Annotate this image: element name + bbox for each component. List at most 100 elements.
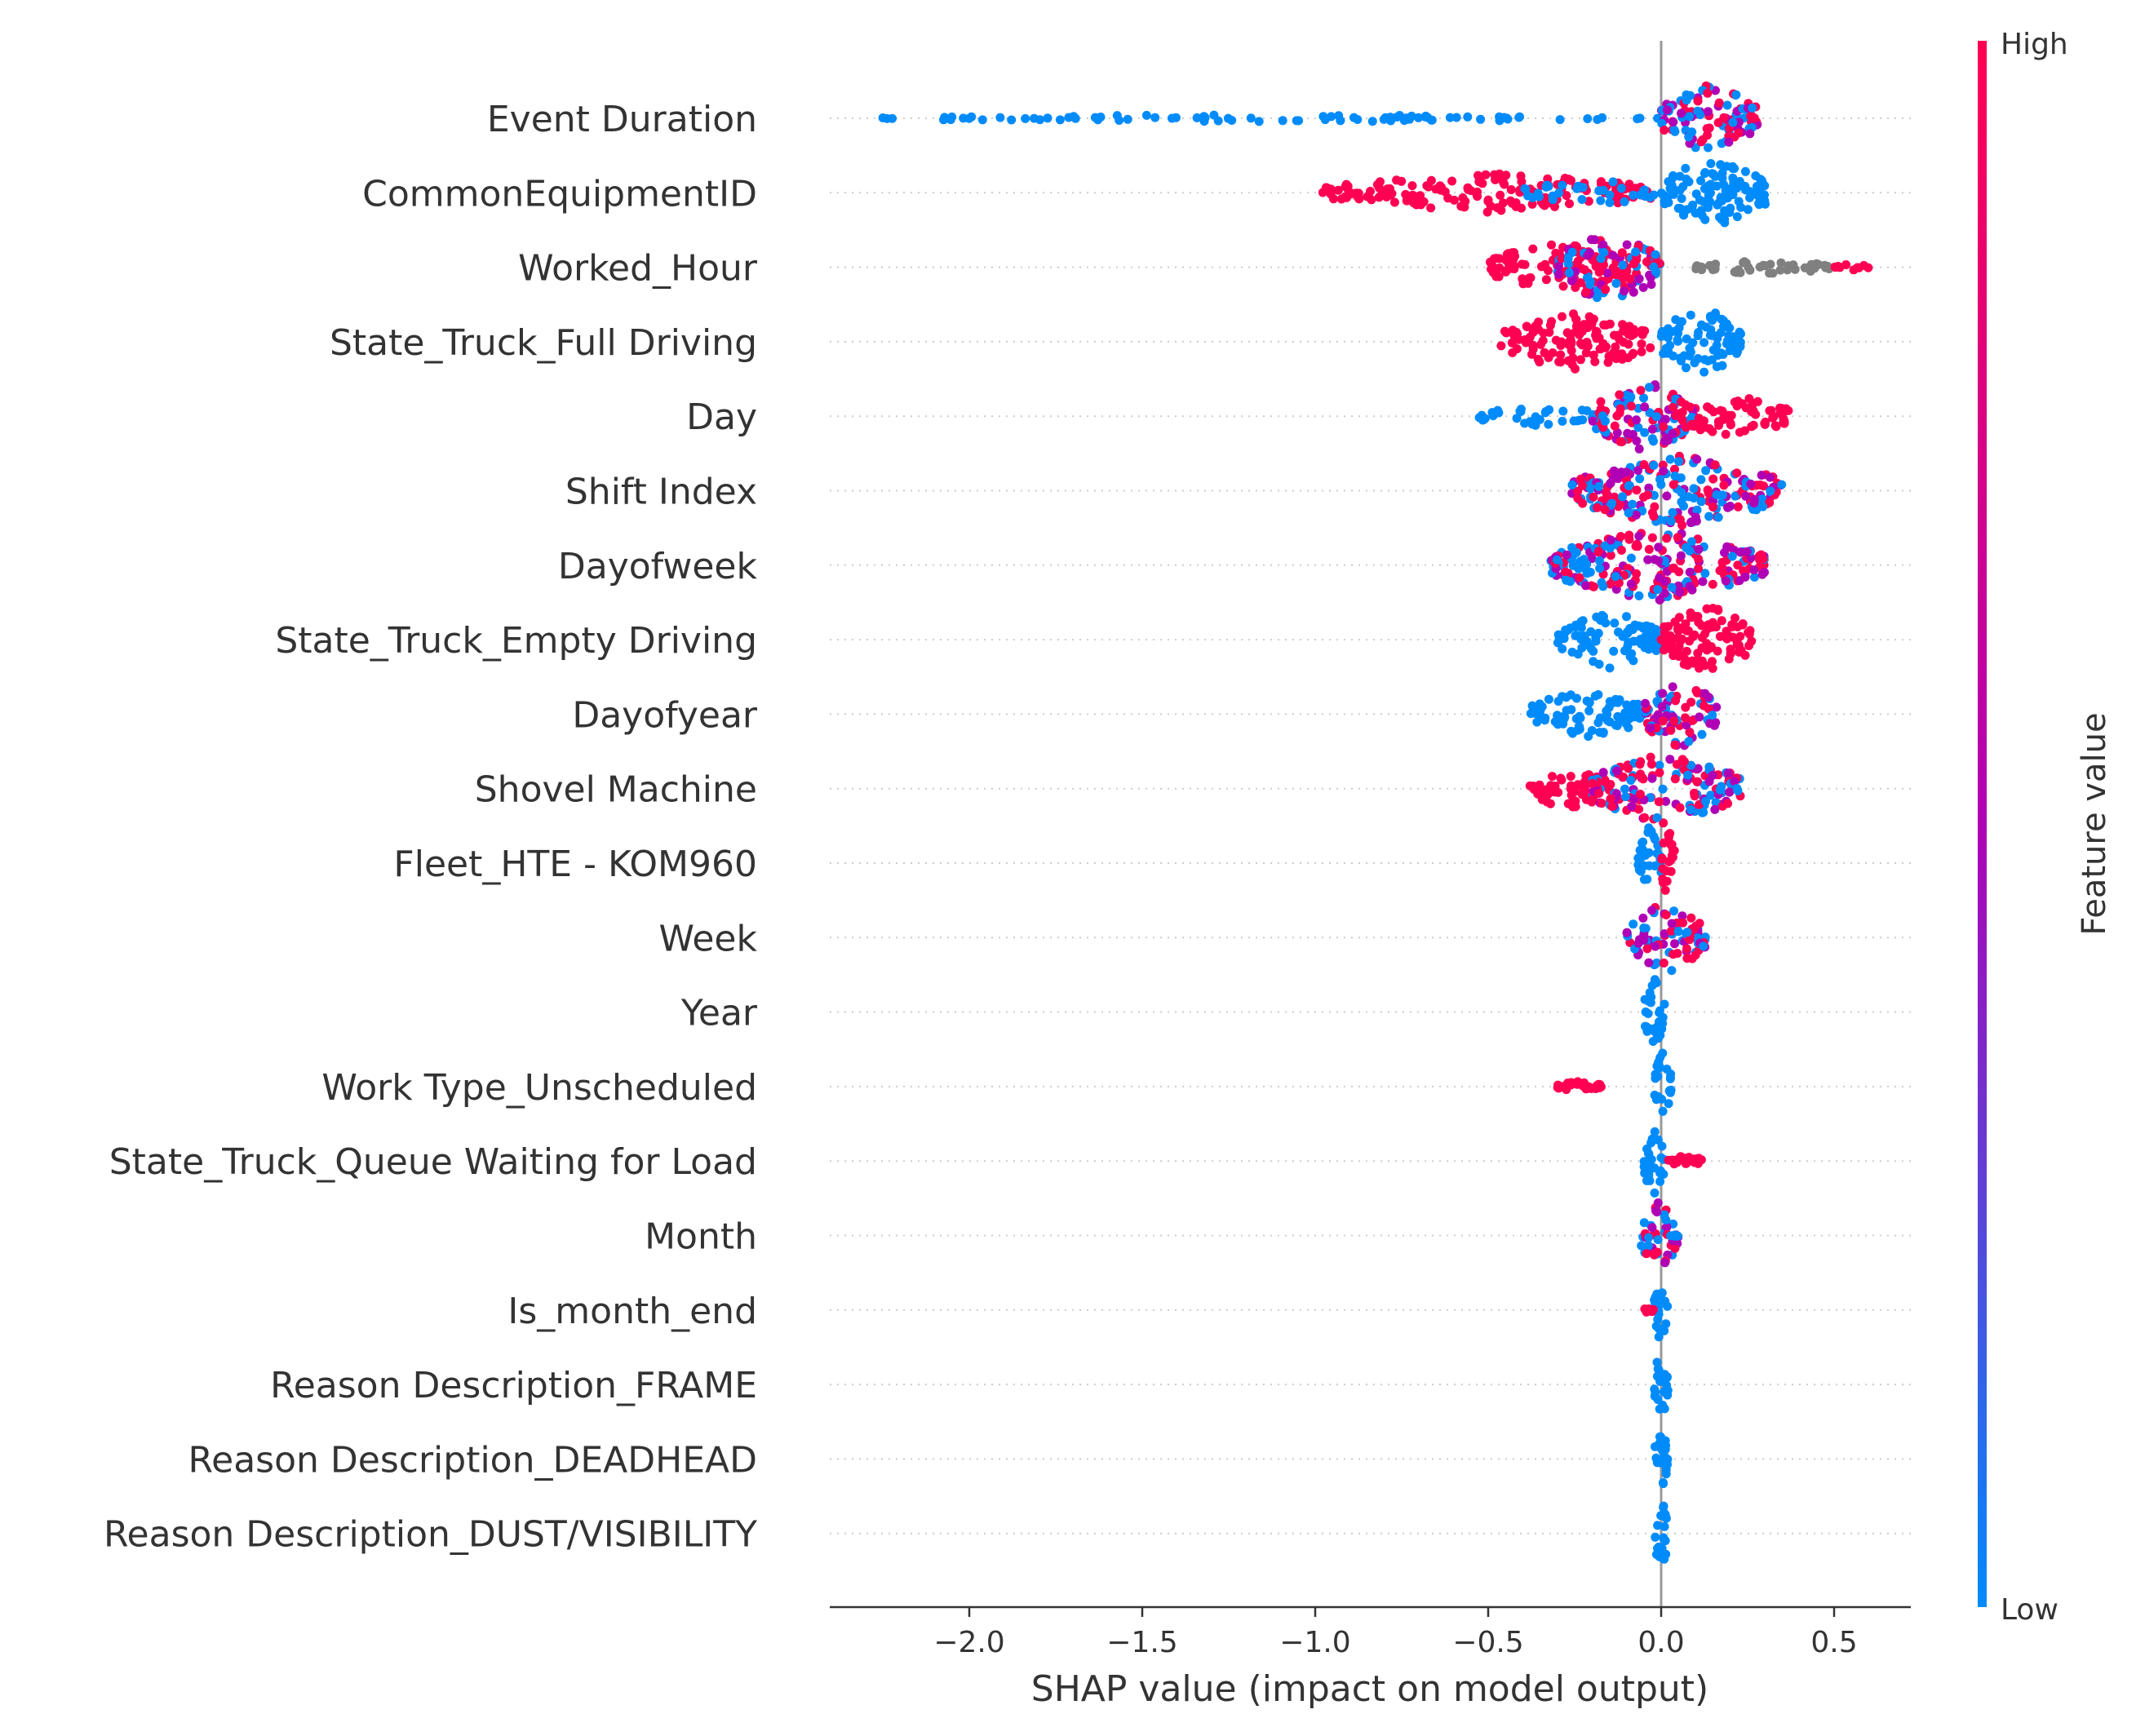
shap-point (1463, 183, 1473, 193)
shap-point (1658, 689, 1668, 698)
shap-point (1661, 1319, 1671, 1329)
shap-point (1451, 113, 1461, 122)
shap-point (1695, 712, 1704, 722)
shap-point (1522, 321, 1531, 331)
shap-point (1669, 716, 1679, 726)
x-tick-label: 0.5 (1810, 1626, 1857, 1659)
shap-point (1672, 1155, 1682, 1165)
shap-point (1667, 966, 1677, 976)
feature-label: CommonEquipmentID (362, 173, 757, 215)
shap-point (1686, 760, 1696, 770)
shap-point (1758, 554, 1768, 564)
shap-point (1581, 771, 1591, 781)
shap-point (1622, 612, 1631, 622)
shap-point (1562, 191, 1571, 201)
shap-point (1670, 617, 1680, 627)
shap-point (1558, 312, 1567, 321)
shap-point (1682, 363, 1691, 373)
shap-point (1540, 201, 1549, 210)
shap-point (1473, 170, 1482, 180)
shap-point (1647, 773, 1657, 783)
shap-point (1677, 488, 1686, 498)
feature-label: Shift Index (565, 472, 757, 513)
shap-point (1562, 693, 1571, 702)
shap-point (1615, 408, 1624, 418)
shap-point (1633, 938, 1643, 948)
shap-point (1617, 437, 1627, 447)
shap-point (1748, 103, 1757, 113)
shap-point (1686, 613, 1695, 622)
shap-point (1639, 930, 1649, 940)
feature-label: Work Type_Unscheduled (321, 1067, 757, 1109)
shap-point (1651, 250, 1660, 259)
shap-point (1629, 259, 1639, 268)
shap-point (1691, 921, 1701, 931)
shap-point (1662, 491, 1672, 501)
feature-row-points (1622, 902, 1710, 976)
shap-point (1677, 108, 1686, 118)
shap-point (1634, 274, 1644, 284)
shap-point (1693, 764, 1703, 773)
shap-point (1644, 958, 1654, 968)
shap-point (1491, 272, 1501, 281)
shap-point (1496, 190, 1505, 200)
shap-point (1686, 805, 1695, 814)
shap-point (1654, 1542, 1664, 1552)
shap-point (1717, 557, 1727, 567)
shap-point (1562, 575, 1571, 585)
shap-point (1680, 757, 1689, 767)
shap-point (1665, 454, 1675, 464)
shap-point (1712, 490, 1722, 500)
feature-row-points (1553, 1048, 1676, 1116)
feature-label: Dayofyear (572, 694, 758, 736)
shap-point (1517, 177, 1527, 187)
shap-point (1638, 847, 1647, 857)
shap-point (1651, 1532, 1660, 1542)
shap-point (1719, 480, 1729, 490)
shap-point (1508, 338, 1518, 348)
shap-point (1686, 537, 1696, 547)
shap-point (1618, 320, 1628, 330)
shap-point (1595, 564, 1605, 574)
shap-point (1635, 790, 1645, 799)
shap-point (1677, 520, 1687, 530)
x-tick-label: −2.0 (933, 1626, 1004, 1659)
shap-point (1646, 760, 1656, 769)
shap-point (1732, 468, 1742, 478)
shap-point (1657, 328, 1667, 338)
shap-point (1540, 715, 1549, 725)
shap-point (1732, 212, 1742, 222)
shap-point (1667, 919, 1677, 928)
shap-point (1577, 340, 1587, 350)
shap-point (1800, 263, 1810, 272)
shap-point (1422, 181, 1432, 191)
shap-point (1734, 197, 1744, 206)
shap-point (1367, 117, 1377, 126)
shap-point (1246, 113, 1256, 123)
shap-point (1594, 789, 1604, 798)
shap-point (1723, 799, 1733, 808)
shap-point (1653, 711, 1663, 720)
shap-point (1722, 100, 1732, 110)
shap-point (1112, 111, 1122, 121)
shap-point (1637, 339, 1646, 349)
shap-point (1620, 784, 1629, 794)
shap-point (1719, 113, 1729, 122)
shap-point (1553, 1083, 1562, 1092)
shap-point (1577, 195, 1587, 204)
colorbar-high-label: High (2001, 28, 2068, 61)
shap-point (1628, 499, 1637, 509)
shap-point (1688, 200, 1698, 210)
shap-point (1726, 410, 1736, 420)
shap-point (1685, 567, 1695, 577)
shap-point (1624, 508, 1633, 518)
shap-point (1589, 646, 1598, 656)
shap-point (1561, 1083, 1571, 1092)
shap-point (1770, 421, 1780, 431)
shap-point (1548, 195, 1558, 205)
shap-point (1586, 627, 1596, 636)
shap-point (1408, 190, 1417, 200)
shap-point (1740, 572, 1750, 582)
shap-point (1607, 802, 1617, 811)
shap-point (1676, 551, 1686, 560)
